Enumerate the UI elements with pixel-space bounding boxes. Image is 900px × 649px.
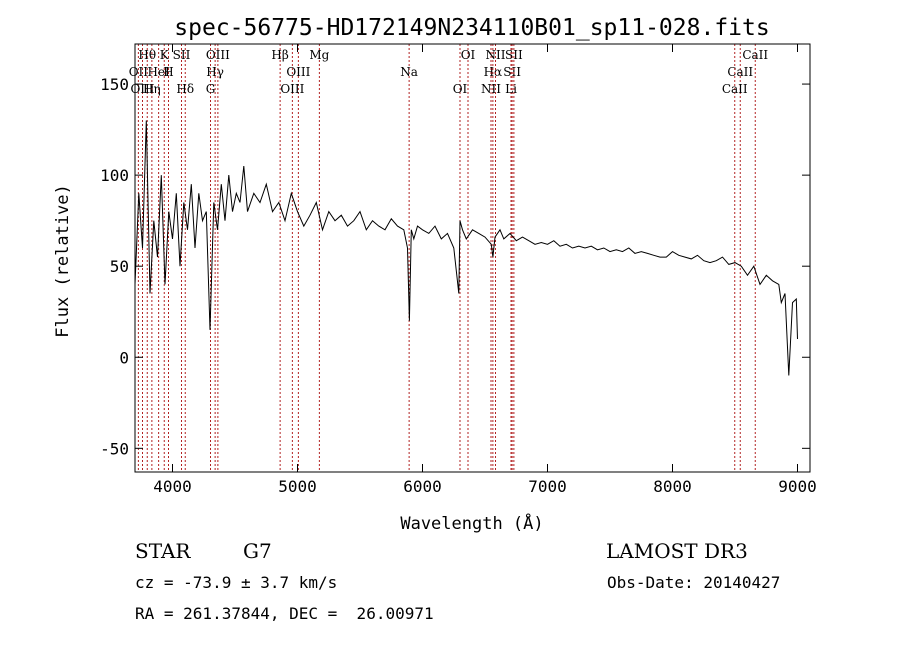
axis-ticks: 4000 5000 6000 7000 8000 9000 -50 0 50 100 150 bbox=[100, 44, 817, 496]
spectral-line-label: Hη bbox=[143, 82, 161, 96]
y-tick-label: 50 bbox=[110, 257, 129, 276]
spectral-line-label: Na bbox=[400, 65, 418, 79]
sky-coordinates: RA = 261.37844, DEC = 26.00971 bbox=[135, 604, 434, 623]
spectral-line-label: K bbox=[160, 48, 170, 62]
x-tick-label: 7000 bbox=[528, 477, 567, 496]
spectral-line-label: CaII bbox=[722, 82, 748, 96]
spectral-line-label: Hγ bbox=[206, 65, 224, 79]
y-tick-label: 150 bbox=[100, 75, 129, 94]
spectral-line-label: H bbox=[163, 65, 173, 79]
spectral-line-markers: HθOIIOIIIKHeIHηSIIHHδOIIIHγGHβOIIIOIIIMg… bbox=[129, 44, 768, 472]
spectral-line-label: SII bbox=[173, 48, 191, 62]
y-tick-label: -50 bbox=[100, 439, 129, 458]
spectral-line-label: Hβ bbox=[271, 48, 288, 62]
spectral-line-label: Hα bbox=[484, 65, 503, 79]
spectral-line-label: OI bbox=[461, 48, 476, 62]
spectral-line-label: OIII bbox=[130, 82, 154, 96]
spectral-line-label: Mg bbox=[309, 48, 329, 62]
spectral-line-label: OII bbox=[129, 65, 149, 79]
redshift-velocity: cz = -73.9 ± 3.7 km/s bbox=[135, 573, 338, 592]
spectral-line-label: CaII bbox=[727, 65, 753, 79]
object-subclass: G7 bbox=[243, 539, 272, 563]
y-axis-label: Flux (relative) bbox=[53, 184, 73, 338]
spectral-line-label: G bbox=[206, 82, 216, 96]
x-tick-label: 4000 bbox=[153, 477, 192, 496]
spectral-line-label: HeI bbox=[147, 65, 170, 79]
x-tick-label: 5000 bbox=[278, 477, 317, 496]
survey-name: LAMOST DR3 bbox=[606, 539, 748, 563]
x-axis-label: Wavelength (Å) bbox=[400, 512, 543, 534]
spectral-line-label: NII bbox=[481, 82, 501, 96]
y-tick-label: 100 bbox=[100, 166, 129, 185]
spectral-line-label: Hθ bbox=[138, 48, 156, 62]
spectral-line-label: Li bbox=[505, 82, 517, 96]
chart-title: spec-56775-HD172149N234110B01_sp11-028.f… bbox=[174, 15, 769, 41]
spectral-line-label: OIII bbox=[286, 65, 310, 79]
object-class: STAR bbox=[135, 539, 191, 563]
spectral-line-label: SII bbox=[505, 48, 523, 62]
spectrum-series-line bbox=[134, 120, 798, 376]
spectral-line-label: CaII bbox=[742, 48, 768, 62]
plot-frame bbox=[134, 43, 811, 473]
spectral-line-label: OIII bbox=[280, 82, 304, 96]
spectral-line-label: SII bbox=[503, 65, 521, 79]
y-tick-label: 0 bbox=[119, 348, 129, 367]
spectral-line-label: OI bbox=[453, 82, 468, 96]
spectral-line-label: NII bbox=[486, 48, 506, 62]
spectral-line-label: Hδ bbox=[176, 82, 194, 96]
spectral-line-label: OIII bbox=[206, 48, 230, 62]
x-tick-label: 8000 bbox=[653, 477, 692, 496]
observation-date: Obs-Date: 20140427 bbox=[607, 573, 781, 592]
x-tick-label: 6000 bbox=[403, 477, 442, 496]
x-tick-label: 9000 bbox=[778, 477, 817, 496]
